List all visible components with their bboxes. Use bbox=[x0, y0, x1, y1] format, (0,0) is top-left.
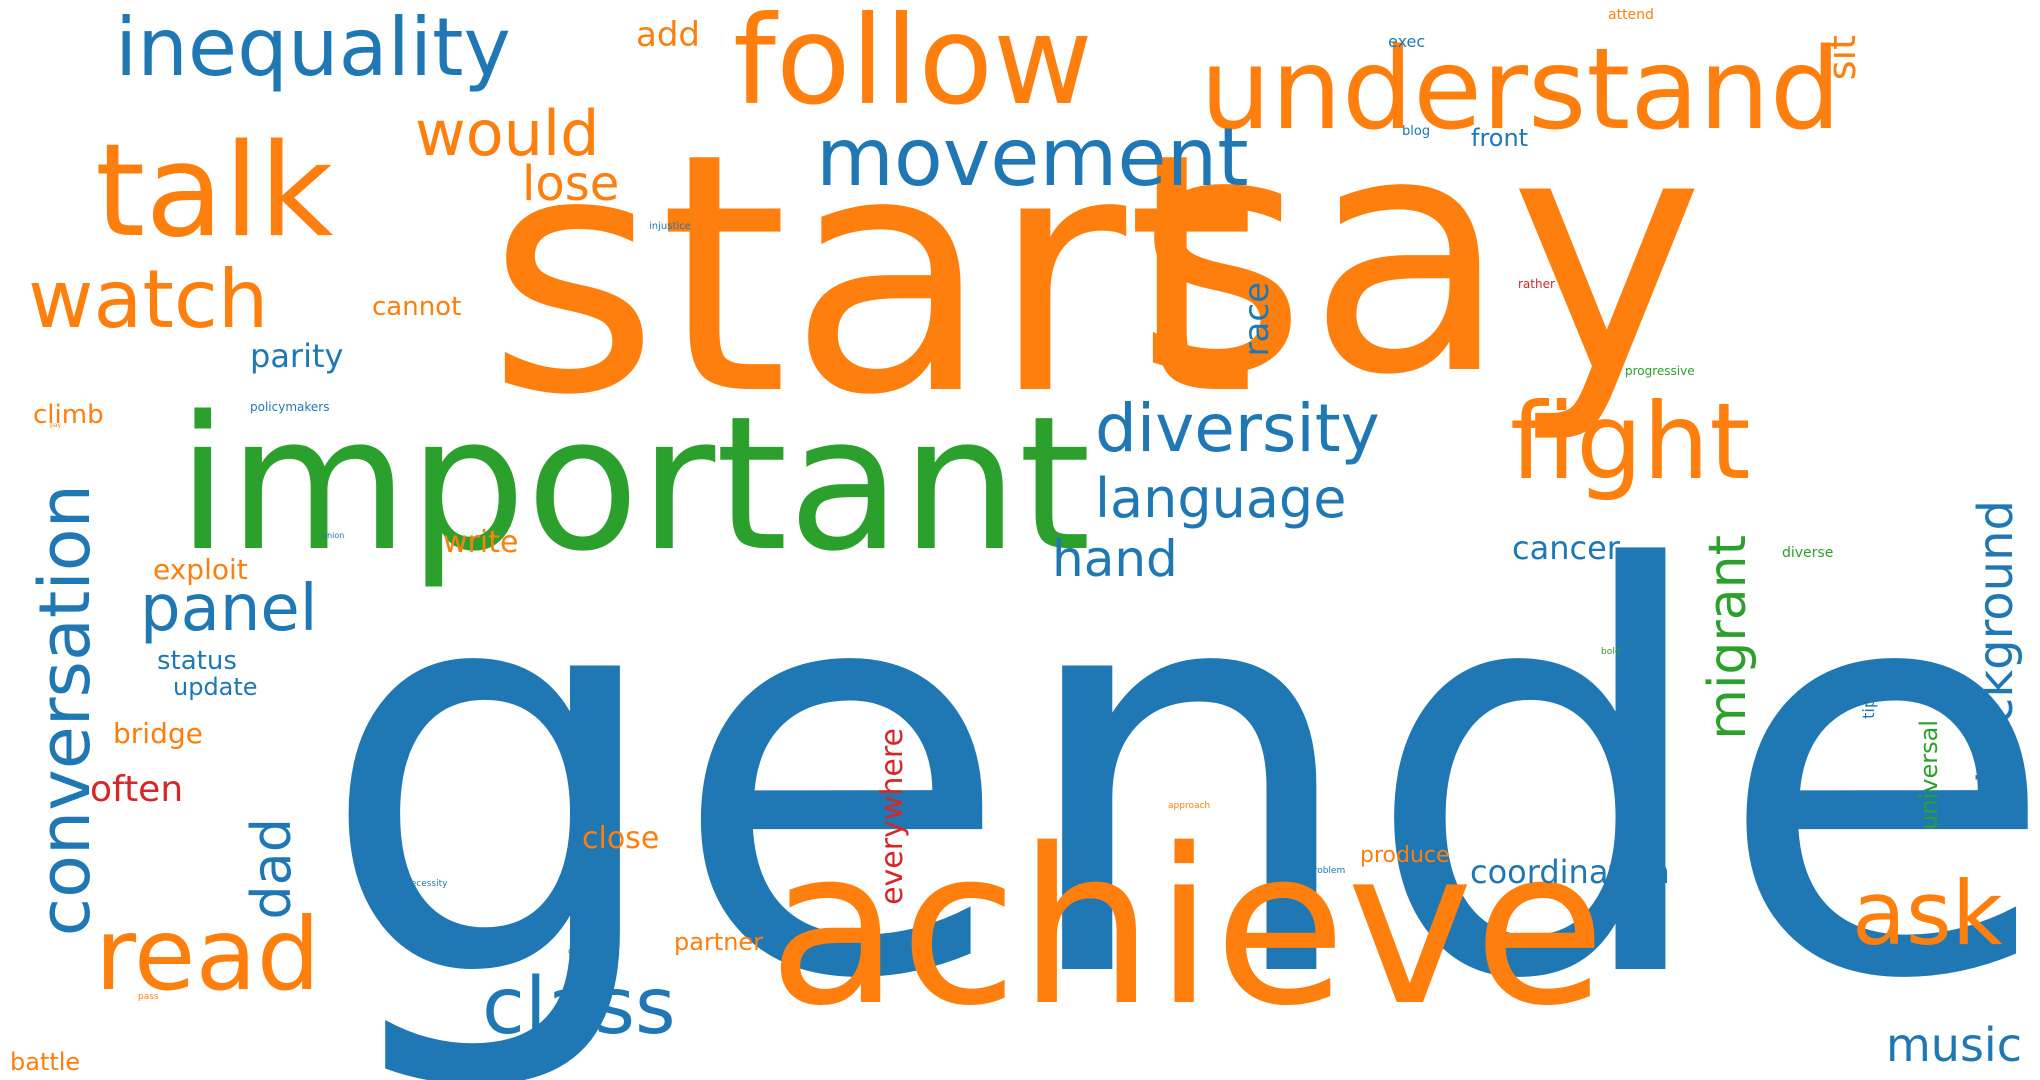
word-attend: attend bbox=[1608, 7, 1654, 23]
word-inequality: inequality bbox=[115, 1, 511, 94]
word-union: union bbox=[322, 531, 345, 540]
word-lose: lose bbox=[522, 156, 620, 212]
word-sit: sit bbox=[1820, 35, 1864, 81]
word-start: start bbox=[487, 83, 1256, 467]
word-partner: partner bbox=[674, 928, 764, 956]
word-tip: tip bbox=[1859, 698, 1878, 719]
word-achieve: achieve bbox=[768, 802, 1606, 1053]
word-read: read bbox=[95, 896, 321, 1013]
word-movement: movement bbox=[816, 111, 1249, 204]
word-bold: bold bbox=[1601, 647, 1621, 657]
word-talk: talk bbox=[95, 117, 334, 266]
word-pass: pass bbox=[138, 992, 159, 1002]
word-close: close bbox=[582, 821, 660, 856]
word-conversation: conversation bbox=[24, 484, 106, 937]
word-problem: problem bbox=[1308, 866, 1346, 876]
word-produce: produce bbox=[1360, 843, 1450, 868]
word-climb: climb bbox=[33, 400, 104, 430]
word-universal: universal bbox=[1915, 720, 1943, 830]
word-gender: gender bbox=[318, 454, 2040, 1080]
word-policymakers: policymakers bbox=[250, 400, 330, 414]
word-pay: pay bbox=[50, 422, 62, 429]
word-cancer: cancer bbox=[1512, 529, 1620, 567]
word-understand: understand bbox=[1200, 25, 1841, 155]
word-blog: blog bbox=[1402, 124, 1431, 139]
word-add: add bbox=[636, 15, 700, 55]
word-update: update bbox=[173, 673, 258, 701]
word-important: important bbox=[177, 376, 1091, 592]
word-race: race bbox=[1237, 282, 1277, 357]
word-fight: fight bbox=[1510, 381, 1751, 503]
word-ask: ask bbox=[1852, 862, 2003, 965]
word-approach: approach bbox=[1168, 801, 1211, 811]
word-would: would bbox=[415, 97, 600, 170]
word-panel: panel bbox=[140, 572, 318, 646]
word-watch: watch bbox=[28, 253, 269, 346]
word-bridge: bridge bbox=[113, 717, 203, 750]
word-hand: hand bbox=[1052, 530, 1178, 588]
word-injustice: injustice bbox=[649, 221, 691, 232]
word-progressive: progressive bbox=[1625, 364, 1695, 378]
word-often: often bbox=[90, 769, 184, 810]
word-music: music bbox=[1886, 1018, 2023, 1072]
word-diverse: diverse bbox=[1782, 545, 1834, 561]
word-write: write bbox=[443, 525, 519, 560]
word-gain: gain bbox=[568, 947, 588, 957]
word-parity: parity bbox=[250, 337, 344, 375]
word-say: say bbox=[1135, 63, 1705, 447]
word-battle: battle bbox=[10, 1048, 81, 1076]
word-class: class bbox=[482, 962, 676, 1052]
word-status: status bbox=[157, 646, 237, 676]
word-front: front bbox=[1471, 124, 1529, 152]
word-coordination: coordination bbox=[1470, 853, 1670, 891]
word-rather: rather bbox=[1518, 277, 1555, 291]
word-diversity: diversity bbox=[1095, 390, 1380, 467]
word-everywhere: everywhere bbox=[875, 728, 910, 905]
word-migrant: migrant bbox=[1698, 535, 1758, 740]
word-exec: exec bbox=[1388, 32, 1426, 51]
word-language: language bbox=[1095, 467, 1347, 530]
word-follow: follow bbox=[733, 0, 1093, 132]
word-necessity: necessity bbox=[405, 879, 448, 889]
word-dad: dad bbox=[240, 818, 303, 920]
word-exploit: exploit bbox=[153, 553, 248, 586]
word-background: background bbox=[1968, 500, 2024, 784]
word-cannot: cannot bbox=[372, 292, 462, 322]
